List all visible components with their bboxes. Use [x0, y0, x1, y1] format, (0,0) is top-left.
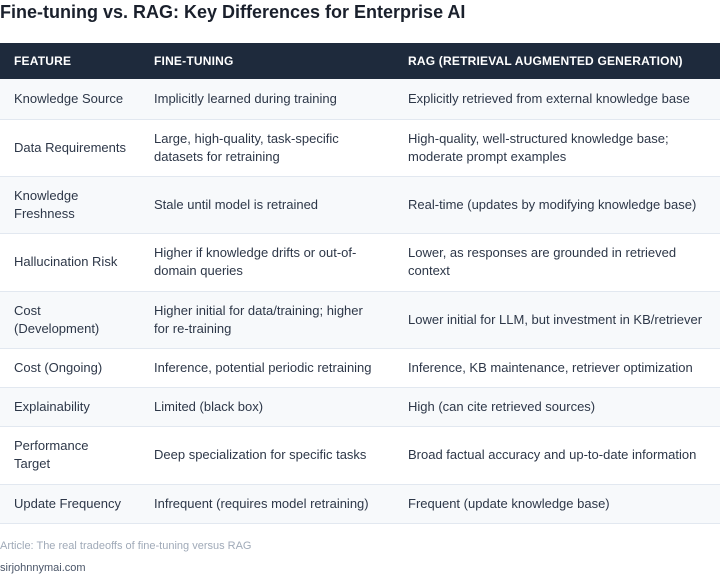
fine-tuning-cell: Stale until model is retrained [140, 176, 394, 234]
feature-cell: Cost (Ongoing) [0, 348, 140, 388]
feature-cell: Knowledge Source [0, 79, 140, 120]
header-row: FEATURE FINE-TUNING RAG (RETRIEVAL AUGME… [0, 43, 720, 79]
rag-cell: Explicitly retrieved from external knowl… [394, 79, 720, 120]
site-attribution: sirjohnnymai.com [0, 562, 86, 574]
article-caption: Article: The real tradeoffs of fine-tuni… [0, 540, 252, 552]
column-header-fine-tuning: FINE-TUNING [140, 43, 394, 79]
fine-tuning-cell: Higher if knowledge drifts or out-of-dom… [140, 233, 394, 292]
table-row: Cost (Development) Higher initial for da… [0, 291, 720, 349]
fine-tuning-cell: Infrequent (requires model retraining) [140, 484, 394, 524]
page-title: Fine-tuning vs. RAG: Key Differences for… [0, 2, 466, 22]
feature-cell: Hallucination Risk [0, 233, 140, 292]
table-row: Knowledge Freshness Stale until model is… [0, 176, 720, 234]
fine-tuning-cell: Large, high-quality, task-specific datas… [140, 119, 394, 177]
table-body: Knowledge Source Implicitly learned duri… [0, 79, 720, 524]
column-header-feature: FEATURE [0, 43, 140, 79]
table-row: Hallucination Risk Higher if knowledge d… [0, 233, 720, 292]
rag-cell: Real-time (updates by modifying knowledg… [394, 176, 720, 234]
table-row: Cost (Ongoing) Inference, potential peri… [0, 348, 720, 388]
table-row: Explainability Limited (black box) High … [0, 387, 720, 427]
rag-cell: High-quality, well-structured knowledge … [394, 119, 720, 177]
table-row: Knowledge Source Implicitly learned duri… [0, 79, 720, 120]
comparison-table: FEATURE FINE-TUNING RAG (RETRIEVAL AUGME… [0, 43, 720, 524]
table-header: FEATURE FINE-TUNING RAG (RETRIEVAL AUGME… [0, 43, 720, 79]
feature-cell: Update Frequency [0, 484, 140, 524]
fine-tuning-cell: Limited (black box) [140, 387, 394, 427]
fine-tuning-cell: Deep specialization for specific tasks [140, 426, 394, 485]
rag-cell: Lower, as responses are grounded in retr… [394, 233, 720, 292]
rag-cell: Inference, KB maintenance, retriever opt… [394, 348, 720, 388]
feature-cell: Explainability [0, 387, 140, 427]
column-header-rag: RAG (RETRIEVAL AUGMENTED GENERATION) [394, 43, 720, 79]
fine-tuning-cell: Inference, potential periodic retraining [140, 348, 394, 388]
feature-cell: Knowledge Freshness [0, 176, 140, 234]
fine-tuning-cell: Implicitly learned during training [140, 79, 394, 120]
feature-cell: Performance Target [0, 426, 140, 485]
rag-cell: High (can cite retrieved sources) [394, 387, 720, 427]
fine-tuning-cell: Higher initial for data/training; higher… [140, 291, 394, 349]
rag-cell: Frequent (update knowledge base) [394, 484, 720, 524]
feature-cell: Data Requirements [0, 119, 140, 177]
table-row: Performance Target Deep specialization f… [0, 426, 720, 485]
table-row: Update Frequency Infrequent (requires mo… [0, 484, 720, 524]
feature-cell: Cost (Development) [0, 291, 140, 349]
rag-cell: Lower initial for LLM, but investment in… [394, 291, 720, 349]
rag-cell: Broad factual accuracy and up-to-date in… [394, 426, 720, 485]
table-row: Data Requirements Large, high-quality, t… [0, 119, 720, 177]
